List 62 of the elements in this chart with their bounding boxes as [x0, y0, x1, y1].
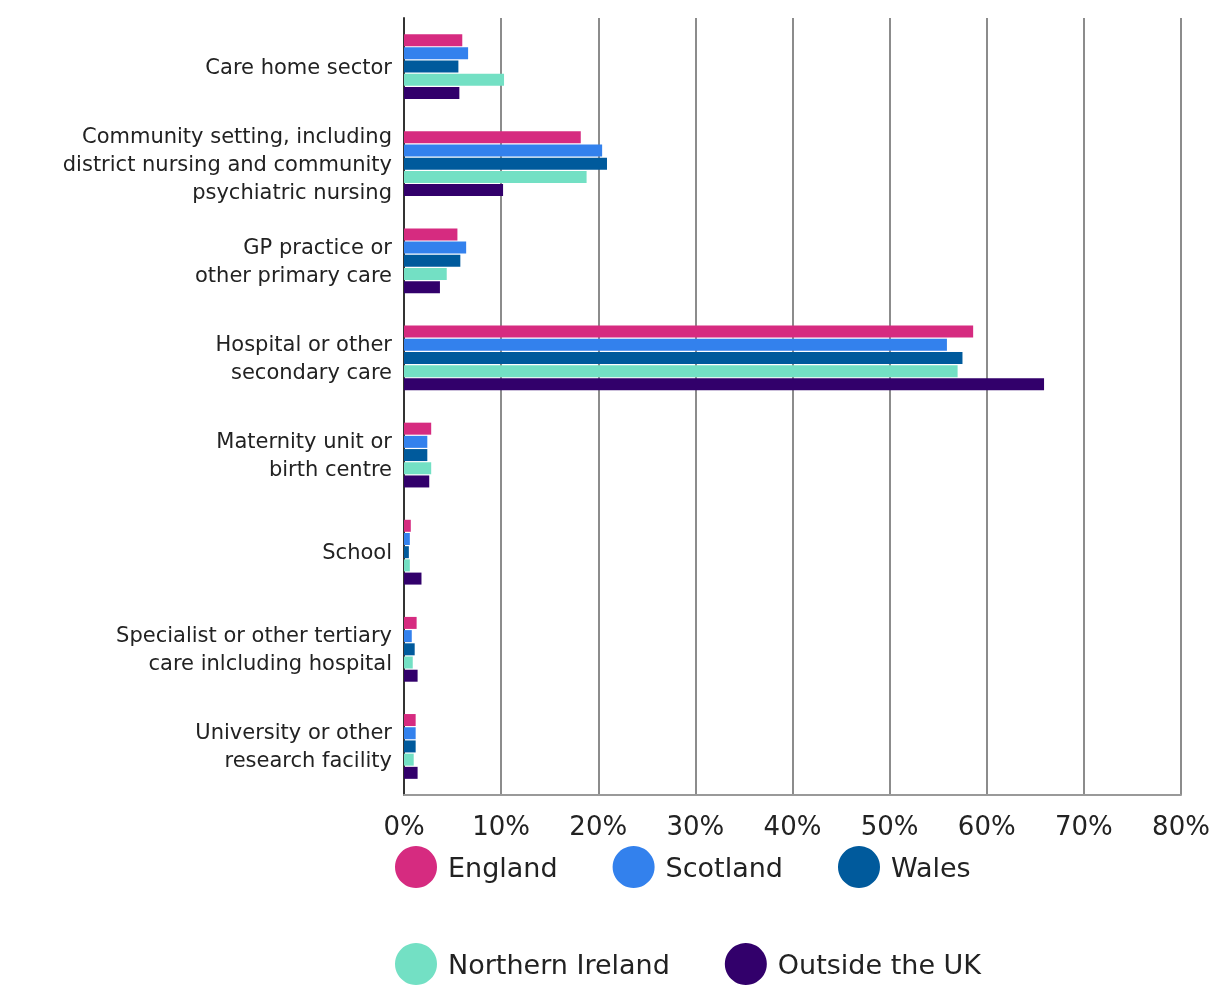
bar: [404, 268, 447, 281]
bar: [404, 34, 463, 47]
x-tick-label: 0%: [383, 811, 425, 841]
bar: [404, 546, 409, 559]
legend-label: Scotland: [665, 851, 783, 883]
bar: [404, 351, 963, 364]
bar: [404, 727, 416, 740]
y-tick-label: GP practice or other primary care: [195, 234, 393, 287]
bar: [404, 766, 418, 779]
bar: [404, 144, 603, 157]
bar: [404, 559, 410, 572]
x-tick-label: 80%: [1152, 811, 1210, 841]
bar: [404, 449, 428, 462]
bar: [404, 572, 422, 585]
bar: [404, 435, 428, 448]
bar: [404, 656, 413, 669]
x-tick-label: 40%: [763, 811, 822, 841]
bar: [404, 73, 505, 86]
y-tick-label: Community setting, including district nursing and community psychiatric nursing: [62, 123, 392, 204]
bar: [404, 669, 418, 682]
bar: [404, 47, 469, 60]
bar: [404, 228, 458, 241]
bar: [404, 254, 461, 267]
y-tick-label: Maternity unit or birth centre: [216, 429, 393, 482]
bar: [404, 422, 432, 435]
bar: [404, 643, 415, 656]
bar: [404, 184, 504, 197]
y-tick-label: Hospital or other secondary care: [215, 331, 393, 384]
bar: [404, 714, 416, 727]
bar: [404, 519, 411, 532]
x-tick-label: 10%: [472, 811, 531, 841]
x-tick-label: 30%: [666, 811, 725, 841]
bar: [404, 241, 467, 254]
bar: [404, 60, 459, 73]
y-tick-label: Care home sector: [205, 54, 393, 79]
legend-label: England: [448, 851, 558, 883]
bar: [404, 753, 414, 766]
bar: [404, 740, 416, 753]
y-tick-label: Specialist or other tertiary care inlcluding hospital: [116, 623, 392, 676]
legend-label: Northern Ireland: [448, 948, 670, 980]
bar: [404, 475, 430, 488]
y-tick-label: University or other research facility: [195, 720, 393, 773]
x-tick-label: 50%: [860, 811, 919, 841]
bar: [404, 157, 607, 170]
bar: [404, 378, 1045, 391]
x-tick-label: 70%: [1054, 811, 1113, 841]
bar: [404, 630, 412, 643]
bar: [404, 365, 958, 378]
bar: [404, 532, 410, 545]
bar: [404, 338, 947, 351]
bar: [404, 131, 581, 144]
bar: [404, 616, 417, 629]
legend-label: Wales: [891, 851, 971, 883]
x-tick-label: 20%: [569, 811, 628, 841]
y-tick-label: School: [322, 540, 392, 565]
bar: [404, 325, 974, 338]
bar: [404, 462, 432, 475]
bar: [404, 86, 460, 99]
legend-label: Outside the UK: [777, 948, 983, 980]
bar: [404, 170, 587, 183]
x-tick-label: 60%: [957, 811, 1016, 841]
bar: [404, 281, 440, 294]
